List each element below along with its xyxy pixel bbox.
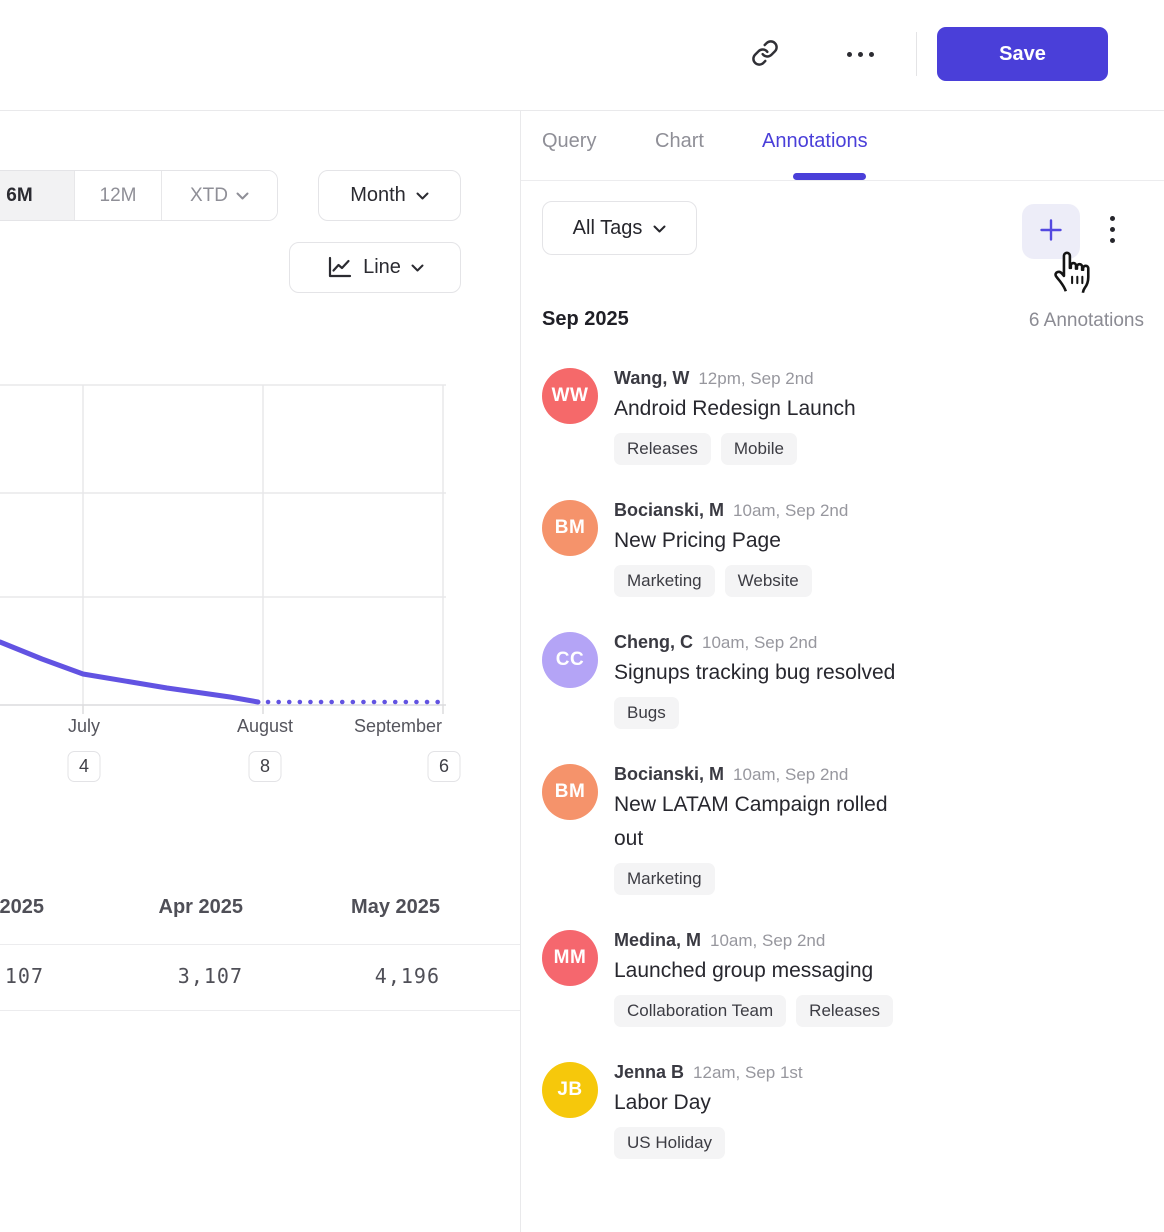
- tag-chip[interactable]: Releases: [614, 433, 711, 465]
- annotation-count-badge-september[interactable]: 6: [427, 751, 461, 782]
- annotation-author: Cheng, C: [614, 632, 693, 652]
- tag-chip[interactable]: Website: [724, 565, 812, 597]
- toolbar-divider: [916, 32, 917, 76]
- x-axis-label-july: July: [67, 716, 101, 736]
- table-value-cell: 4,196: [374, 964, 440, 988]
- tag-chip[interactable]: Mobile: [720, 433, 797, 465]
- chevron-down-icon: [236, 185, 249, 207]
- avatar: CC: [542, 632, 598, 688]
- save-button[interactable]: Save: [937, 27, 1108, 81]
- annotation-author: Bocianski, M: [614, 500, 725, 520]
- month-annotation-count: 6 Annotations: [1028, 310, 1144, 331]
- range-12m-button[interactable]: 12M: [74, 171, 161, 220]
- annotation-timestamp: 10am, Sep 2nd: [702, 633, 818, 652]
- date-range-segmented-control: 6M 12M XTD: [0, 170, 278, 221]
- tag-chip[interactable]: Collaboration Team: [614, 995, 787, 1027]
- chevron-down-icon: [416, 184, 429, 207]
- tag-chip[interactable]: Marketing: [614, 565, 715, 597]
- table-header-cell: 2025: [0, 896, 44, 918]
- panel-divider: [520, 110, 521, 1232]
- avatar: BM: [542, 764, 598, 820]
- avatar: BM: [542, 500, 598, 556]
- annotation-count-badge-july[interactable]: 4: [67, 751, 101, 782]
- share-link-button[interactable]: [749, 38, 781, 70]
- annotation-timestamp: 10am, Sep 2nd: [710, 931, 826, 950]
- table-value-cell: 107: [4, 964, 44, 988]
- content-top-border: [0, 110, 1164, 111]
- annotation-title: Signups tracking bug resolved: [614, 661, 896, 684]
- annotation-title: New LATAM Campaign rolled out: [614, 793, 888, 850]
- range-xtd-label: XTD: [190, 184, 228, 206]
- chevron-down-icon: [653, 217, 666, 240]
- annotation-row[interactable]: BM Bocianski, M 10am, Sep 2nd New Pricin…: [542, 500, 962, 597]
- annotation-row[interactable]: BM Bocianski, M 10am, Sep 2nd New LATAM …: [542, 764, 962, 895]
- avatar: WW: [542, 368, 598, 424]
- table-header-cell: May 2025: [351, 896, 440, 918]
- tag-chip[interactable]: Bugs: [614, 697, 679, 729]
- tabs-bottom-border: [521, 180, 1164, 181]
- tag-chip[interactable]: US Holiday: [614, 1127, 726, 1159]
- chart-type-dropdown[interactable]: Line: [289, 242, 461, 293]
- tab-query[interactable]: Query: [542, 130, 597, 152]
- x-axis-label-august: August: [236, 716, 294, 736]
- table-rule: [0, 1010, 520, 1011]
- line-chart-icon: [326, 255, 353, 280]
- annotation-author: Wang, W: [614, 368, 690, 388]
- annotation-author: Bocianski, M: [614, 764, 725, 784]
- annotations-menu-button[interactable]: [1110, 216, 1115, 243]
- range-6m-button[interactable]: 6M: [0, 171, 74, 220]
- line-chart-svg: [0, 384, 449, 714]
- annotation-title: Launched group messaging: [614, 959, 874, 982]
- avatar: JB: [542, 1062, 598, 1118]
- annotation-author: Medina, M: [614, 930, 702, 950]
- plus-icon: [1038, 217, 1064, 246]
- granularity-label: Month: [350, 184, 406, 206]
- annotation-timestamp: 10am, Sep 2nd: [733, 501, 849, 520]
- kebab-icon: [1110, 216, 1115, 243]
- tag-chip[interactable]: Releases: [796, 995, 894, 1027]
- tab-annotations[interactable]: Annotations: [762, 130, 868, 152]
- series-solid-line: [0, 639, 261, 705]
- table-header-cell: Apr 2025: [158, 896, 244, 918]
- annotation-title: Labor Day: [614, 1091, 711, 1114]
- tab-chart[interactable]: Chart: [655, 130, 704, 152]
- ellipsis-icon: [846, 51, 874, 57]
- active-tab-underline: [793, 173, 866, 180]
- month-group-header: Sep 2025: [542, 308, 629, 330]
- tag-filter-label: All Tags: [572, 216, 643, 239]
- link-icon: [751, 39, 779, 70]
- annotation-row[interactable]: WW Wang, W 12pm, Sep 2nd Android Redesig…: [542, 368, 962, 465]
- granularity-dropdown[interactable]: Month: [318, 170, 461, 221]
- annotation-title: New Pricing Page: [614, 529, 781, 552]
- more-options-button[interactable]: [840, 44, 880, 64]
- annotation-row[interactable]: JB Jenna B 12am, Sep 1st Labor Day US Ho…: [542, 1062, 962, 1159]
- annotation-count-badge-august[interactable]: 8: [248, 751, 282, 782]
- annotation-author: Jenna B: [614, 1062, 685, 1082]
- annotation-title: Android Redesign Launch: [614, 397, 856, 420]
- annotation-list: WW Wang, W 12pm, Sep 2nd Android Redesig…: [542, 368, 962, 1194]
- annotation-row[interactable]: MM Medina, M 10am, Sep 2nd Launched grou…: [542, 930, 962, 1027]
- chevron-down-icon: [411, 256, 424, 279]
- add-annotation-button[interactable]: [1022, 204, 1080, 259]
- annotation-timestamp: 10am, Sep 2nd: [733, 765, 849, 784]
- avatar: MM: [542, 930, 598, 986]
- line-chart-plot[interactable]: [0, 380, 470, 725]
- table-rule: [0, 944, 520, 945]
- tag-filter-dropdown[interactable]: All Tags: [542, 201, 697, 255]
- tag-chip[interactable]: Marketing: [614, 863, 715, 895]
- annotation-timestamp: 12pm, Sep 2nd: [698, 369, 814, 388]
- annotation-row[interactable]: CC Cheng, C 10am, Sep 2nd Signups tracki…: [542, 632, 962, 729]
- annotation-timestamp: 12am, Sep 1st: [693, 1063, 803, 1082]
- chart-type-label: Line: [363, 256, 401, 278]
- table-value-cell: 3,107: [177, 964, 243, 988]
- range-xtd-dropdown[interactable]: XTD: [161, 171, 277, 220]
- x-axis-label-september: September: [353, 716, 443, 736]
